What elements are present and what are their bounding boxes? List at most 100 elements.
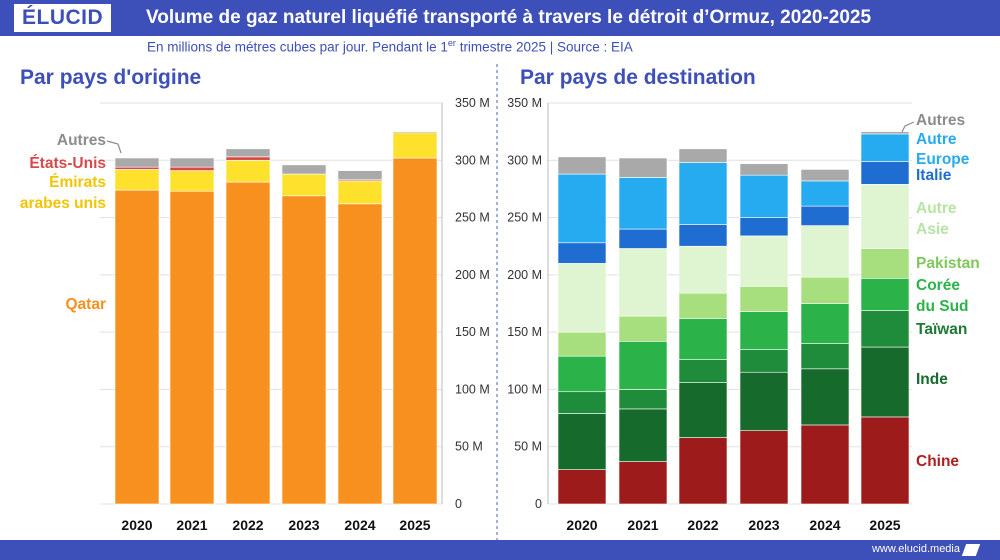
y-tick-label: 300 M: [455, 153, 490, 167]
chart-subtitle: En millions de métres cubes par jour. Pe…: [147, 38, 633, 55]
x-tick-label: 2025: [399, 517, 430, 533]
y-tick-label: 350 M: [507, 96, 542, 110]
brand-logo[interactable]: ÉLUCID: [14, 4, 112, 32]
label-leader-line: [901, 121, 915, 133]
y-tick-label: 100 M: [507, 382, 542, 396]
subtitle-superscript: er: [447, 38, 456, 48]
bar-segment: [392, 132, 438, 159]
x-tick-label: 2023: [748, 517, 779, 533]
bar-segment: [618, 389, 668, 410]
bar-segment: [800, 303, 850, 344]
bar-segment: [169, 170, 215, 192]
bar-segment: [225, 156, 271, 161]
bar-segment: [114, 166, 160, 170]
bar-segment: [618, 408, 668, 462]
panel-title-0: Par pays d'origine: [20, 66, 201, 89]
x-tick-label: 2020: [121, 517, 152, 533]
panel-title-1: Par pays de destination: [520, 66, 756, 89]
y-tick-label: 300 M: [507, 153, 542, 167]
bar-segment: [678, 292, 728, 319]
bar-segment: [860, 131, 910, 135]
bar-segment: [800, 169, 850, 182]
bar-segment: [557, 156, 607, 175]
bar-segment: [860, 133, 910, 162]
bar-segment: [739, 311, 789, 350]
y-tick-label: 150 M: [455, 325, 490, 339]
bar-segment: [860, 184, 910, 249]
bar-segment: [678, 245, 728, 294]
series-label: du Sud: [916, 298, 969, 315]
y-tick-label: 350 M: [455, 96, 490, 110]
x-tick-label: 2021: [176, 517, 207, 533]
bar-segment: [739, 430, 789, 505]
bar-segment: [557, 355, 607, 393]
bar-segment: [557, 173, 607, 244]
bar-segment: [557, 391, 607, 414]
bar-segment: [557, 413, 607, 470]
bar-segment: [800, 343, 850, 370]
series-label: arabes unis: [20, 195, 106, 212]
y-tick-label: 0: [455, 497, 462, 511]
series-label: Asie: [916, 221, 949, 238]
bar-segment: [800, 368, 850, 426]
series-label: Pakistan: [916, 255, 980, 272]
series-label: Qatar: [66, 296, 107, 313]
bar-segment: [392, 131, 438, 134]
series-label: Chine: [916, 453, 959, 470]
subtitle-source: trimestre 2025 | Source : EIA: [455, 39, 633, 55]
x-tick-label: 2024: [344, 517, 375, 533]
x-tick-label: 2020: [566, 517, 597, 533]
series-label: Corée: [916, 277, 960, 294]
bar-segment: [678, 162, 728, 225]
bar-segment: [739, 286, 789, 312]
label-leader-line: [106, 140, 122, 154]
series-label: Europe: [916, 151, 970, 168]
x-tick-label: 2025: [869, 517, 900, 533]
bar-segment: [169, 157, 215, 168]
bar-segment: [739, 349, 789, 373]
bar-segment: [860, 310, 910, 348]
y-tick-label: 0: [535, 497, 542, 511]
bar-segment: [225, 148, 271, 158]
bar-segment: [114, 157, 160, 168]
y-tick-label: 200 M: [455, 268, 490, 282]
x-tick-label: 2023: [288, 517, 319, 533]
bar-segment: [225, 159, 271, 183]
bar-segment: [557, 469, 607, 505]
y-tick-label: 50 M: [455, 440, 483, 454]
bar-segment: [860, 161, 910, 185]
series-label: Autres: [916, 112, 965, 129]
bar-segment: [281, 173, 327, 197]
bar-segment: [337, 180, 383, 205]
bar-segment: [337, 170, 383, 181]
x-tick-label: 2022: [687, 517, 718, 533]
chart-title: Volume de gaz naturel liquéfié transport…: [146, 7, 872, 28]
series-label: Inde: [916, 371, 948, 388]
bar-segment: [800, 180, 850, 207]
bar-segment: [225, 181, 271, 505]
bar-segment: [392, 157, 438, 505]
series-label: Autre: [916, 200, 957, 217]
y-tick-label: 100 M: [455, 382, 490, 396]
bar-segment: [739, 235, 789, 287]
bar-segment: [114, 169, 160, 191]
header-bar: [0, 0, 1000, 36]
bar-segment: [281, 195, 327, 505]
site-link[interactable]: www.elucid.media: [871, 543, 960, 555]
bar-segment: [337, 203, 383, 505]
bar-segment: [739, 371, 789, 431]
y-tick-label: 250 M: [455, 211, 490, 225]
series-label: Autres: [57, 132, 106, 149]
bar-segment: [618, 341, 668, 390]
bar-segment: [169, 190, 215, 505]
bar-segment: [678, 224, 728, 247]
y-tick-label: 150 M: [507, 325, 542, 339]
bar-segment: [860, 248, 910, 279]
bar-segment: [800, 205, 850, 226]
bar-segment: [678, 437, 728, 505]
bar-segment: [739, 174, 789, 218]
y-tick-label: 200 M: [507, 268, 542, 282]
bar-segment: [618, 315, 668, 342]
